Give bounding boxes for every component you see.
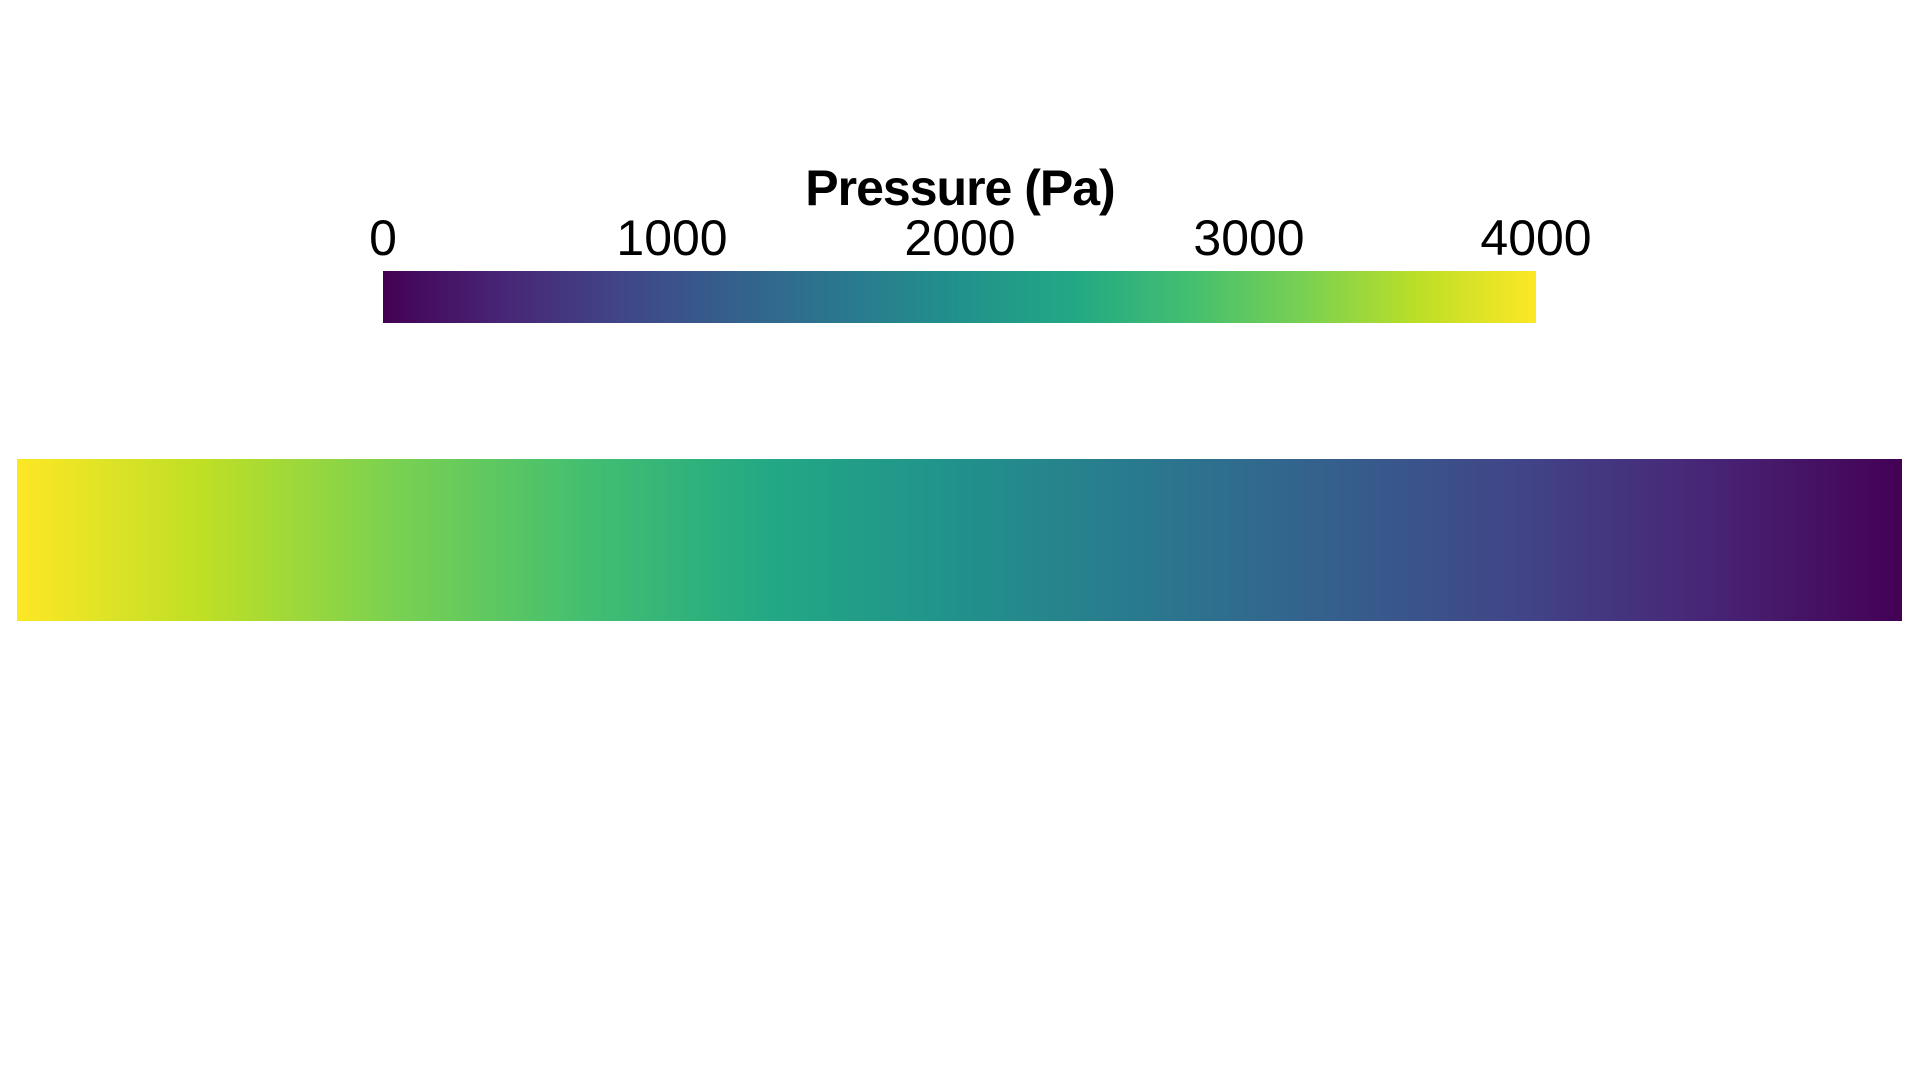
colorbar-tick-label-2000: 2000	[904, 210, 1016, 266]
colorbar-tick-label-0: 0	[369, 210, 397, 266]
colorbar-tick-label-1000: 1000	[616, 210, 728, 266]
colorbar-gradient[interactable]	[383, 271, 1536, 323]
colorbar-title: Pressure (Pa)	[805, 160, 1115, 216]
colorbar-tick-label-4000: 4000	[1480, 210, 1592, 266]
colorbar-tick-label-3000: 3000	[1193, 210, 1305, 266]
pressure-field-strip[interactable]	[17, 459, 1902, 621]
